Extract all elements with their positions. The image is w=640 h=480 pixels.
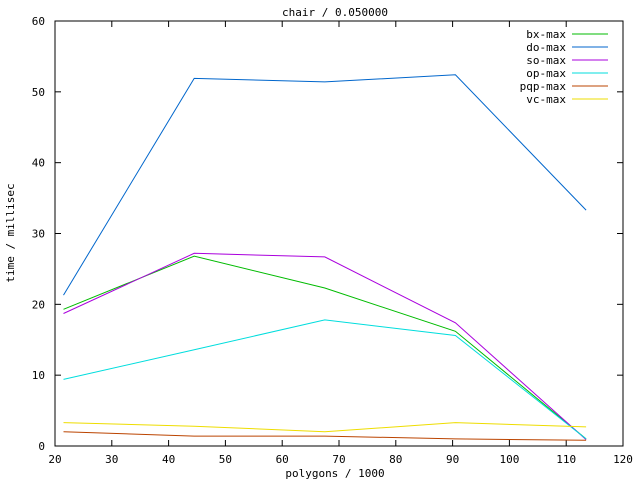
series-line-op-max bbox=[63, 319, 587, 440]
x-tick-label: 40 bbox=[162, 453, 175, 466]
chart-title: chair / 0.050000 bbox=[282, 6, 388, 19]
x-tick-label: 50 bbox=[219, 453, 232, 466]
y-axis-ticks: 0 10 20 30 40 50 60 bbox=[32, 15, 623, 453]
series-lines bbox=[63, 74, 587, 441]
x-axis-ticks: 20 30 40 50 60 70 80 90 100 110 120 bbox=[48, 21, 633, 466]
x-tick-label: 30 bbox=[105, 453, 118, 466]
y-tick-label: 50 bbox=[32, 86, 45, 99]
legend-label-pqp-max: pqp-max bbox=[520, 80, 567, 93]
series-line-so-max bbox=[63, 252, 587, 440]
legend-label-op-max: op-max bbox=[526, 67, 566, 80]
x-tick-label: 90 bbox=[446, 453, 459, 466]
x-tick-label: 80 bbox=[389, 453, 402, 466]
series-line-do-max bbox=[63, 74, 587, 296]
x-axis-label: polygons / 1000 bbox=[285, 467, 384, 480]
series-line-bx-max bbox=[63, 255, 587, 440]
y-tick-label: 40 bbox=[32, 157, 45, 170]
y-axis-label: time / millisec bbox=[4, 183, 17, 282]
y-tick-label: 30 bbox=[32, 228, 45, 241]
x-tick-label: 60 bbox=[276, 453, 289, 466]
x-tick-label: 110 bbox=[556, 453, 576, 466]
x-tick-label: 120 bbox=[613, 453, 633, 466]
x-tick-label: 100 bbox=[499, 453, 519, 466]
x-tick-label: 70 bbox=[332, 453, 345, 466]
legend-label-so-max: so-max bbox=[526, 54, 566, 67]
series-line-vc-max bbox=[63, 422, 587, 433]
y-tick-label: 0 bbox=[38, 440, 45, 453]
y-tick-label: 60 bbox=[32, 15, 45, 28]
legend-label-vc-max: vc-max bbox=[526, 93, 566, 106]
legend-label-bx-max: bx-max bbox=[526, 28, 566, 41]
legend-label-do-max: do-max bbox=[526, 41, 566, 54]
y-tick-label: 10 bbox=[32, 369, 45, 382]
y-tick-label: 20 bbox=[32, 298, 45, 311]
x-tick-label: 20 bbox=[48, 453, 61, 466]
series-line-pqp-max bbox=[63, 431, 587, 441]
